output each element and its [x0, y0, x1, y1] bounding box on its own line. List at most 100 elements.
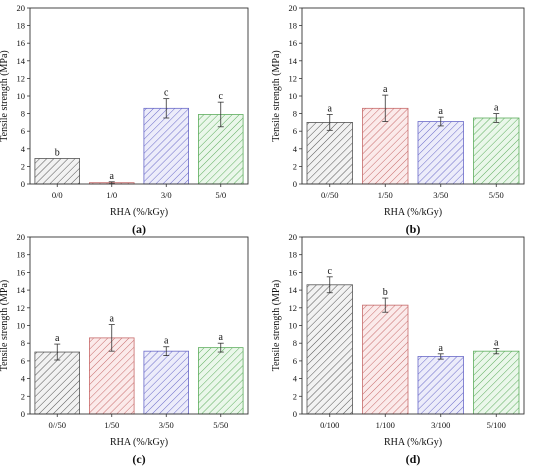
- plot-frame: [301, 236, 525, 415]
- bar: [417, 121, 464, 185]
- x-tick-label: 1/50: [104, 420, 119, 430]
- y-axis-label: Tensile strength (MPa): [0, 50, 10, 142]
- x-tick-label: 0/0: [52, 190, 63, 200]
- y-tick-label: 8: [293, 109, 297, 119]
- y-tick-label: 14: [289, 285, 298, 295]
- bar: [306, 122, 353, 185]
- y-tick-label: 0: [21, 179, 25, 189]
- x-tick-label: 5/0: [215, 190, 226, 200]
- panel-label: (a): [132, 222, 146, 236]
- significance-letter: a: [55, 333, 60, 344]
- y-tick-label: 8: [21, 338, 25, 348]
- error-bar: [493, 113, 500, 123]
- error-bar: [382, 297, 389, 313]
- error-bar: [326, 114, 333, 131]
- plot-frame: [29, 7, 249, 185]
- y-tick-label: 12: [17, 303, 26, 313]
- error-bar: [54, 343, 61, 361]
- x-tick-label: 3/50: [159, 420, 174, 430]
- significance-letter: a: [439, 106, 444, 117]
- significance-letter: a: [439, 343, 444, 354]
- y-axis-label: Tensile strength (MPa): [271, 280, 282, 372]
- y-tick-label: 10: [289, 321, 298, 331]
- chart-panel: a 0//50 a 1/50 a 3/50 a 5/50 0 2 4 6 8 10 12 14 16 18 20 RH…: [0, 232, 249, 466]
- error-bar: [493, 348, 500, 355]
- x-tick-label: 5/50: [489, 190, 504, 200]
- bar: [473, 117, 520, 185]
- y-tick-label: 16: [17, 38, 26, 48]
- y-tick-label: 14: [17, 56, 26, 66]
- y-tick-label: 2: [21, 391, 25, 401]
- bar: [143, 350, 189, 415]
- y-tick-label: 6: [293, 126, 297, 136]
- error-bar: [217, 101, 224, 128]
- x-tick-label: 3/0: [161, 190, 172, 200]
- y-tick-label: 2: [293, 161, 297, 171]
- error-bar: [326, 276, 333, 294]
- x-tick-label: 1/50: [378, 190, 393, 200]
- significance-letter: c: [219, 91, 224, 102]
- y-tick-label: 10: [17, 91, 26, 101]
- y-tick-label: 16: [289, 267, 298, 277]
- bar: [34, 351, 80, 415]
- x-tick-label: 0//50: [49, 420, 66, 430]
- y-tick-label: 20: [17, 232, 26, 242]
- error-bar: [163, 346, 170, 356]
- significance-letter: a: [494, 338, 499, 349]
- y-tick-label: 20: [289, 232, 298, 242]
- chart-panel: c 0/100 b 1/100 a 3/100 a 5/100 0 2 4 6 8 10 12 14 16 18 2…: [271, 232, 525, 466]
- bar: [143, 107, 189, 185]
- y-tick-label: 14: [289, 56, 298, 66]
- y-tick-label: 12: [289, 303, 298, 313]
- y-tick-label: 0: [293, 179, 297, 189]
- significance-letter: a: [219, 332, 224, 343]
- y-tick-label: 18: [289, 250, 298, 260]
- chart-panel: b 0/0 a 1/0 c 3/0 c 5/0 0 2 4 6 8 10 12 14 16 18 20 RHA (%/…: [0, 3, 249, 236]
- y-tick-label: 16: [289, 38, 298, 48]
- error-bar: [437, 116, 444, 127]
- x-tick-label: 0//50: [321, 190, 338, 200]
- x-axis-label: RHA (%/kGy): [384, 207, 442, 218]
- panel-label: (d): [406, 452, 421, 466]
- plot-frame: [301, 7, 525, 185]
- error-bar: [163, 98, 170, 119]
- y-tick-label: 4: [293, 144, 298, 154]
- x-tick-label: 5/50: [213, 420, 228, 430]
- y-tick-label: 16: [17, 267, 26, 277]
- y-tick-label: 18: [17, 21, 26, 31]
- significance-letter: a: [110, 314, 115, 325]
- x-axis-label: RHA (%/kGy): [110, 437, 168, 448]
- y-tick-label: 20: [289, 3, 298, 13]
- significance-letter: a: [110, 171, 115, 182]
- error-bar: [108, 324, 115, 352]
- y-tick-label: 0: [293, 409, 297, 419]
- y-tick-label: 6: [293, 356, 297, 366]
- significance-letter: a: [164, 336, 169, 347]
- y-tick-label: 12: [17, 73, 26, 83]
- bar: [417, 356, 464, 415]
- y-tick-label: 6: [21, 356, 25, 366]
- y-axis-label: Tensile strength (MPa): [271, 50, 282, 142]
- bar: [362, 304, 409, 415]
- x-axis-label: RHA (%/kGy): [110, 207, 168, 218]
- significance-letter: b: [55, 147, 60, 158]
- plot-frame: [29, 236, 249, 415]
- y-axis-label: Tensile strength (MPa): [0, 280, 10, 372]
- x-tick-label: 3/50: [433, 190, 448, 200]
- error-bar: [437, 353, 444, 360]
- y-tick-label: 10: [17, 321, 26, 331]
- y-tick-label: 12: [289, 73, 298, 83]
- x-tick-label: 1/100: [376, 420, 395, 430]
- x-tick-label: 3/100: [431, 420, 450, 430]
- y-tick-label: 4: [21, 144, 26, 154]
- error-bar: [382, 94, 389, 122]
- significance-letter: a: [328, 103, 333, 114]
- x-tick-label: 1/0: [106, 190, 117, 200]
- y-tick-label: 18: [289, 21, 298, 31]
- significance-letter: a: [494, 103, 499, 114]
- x-axis-label: RHA (%/kGy): [384, 437, 442, 448]
- x-tick-label: 5/100: [487, 420, 506, 430]
- y-tick-label: 6: [21, 126, 25, 136]
- error-bar: [217, 342, 224, 353]
